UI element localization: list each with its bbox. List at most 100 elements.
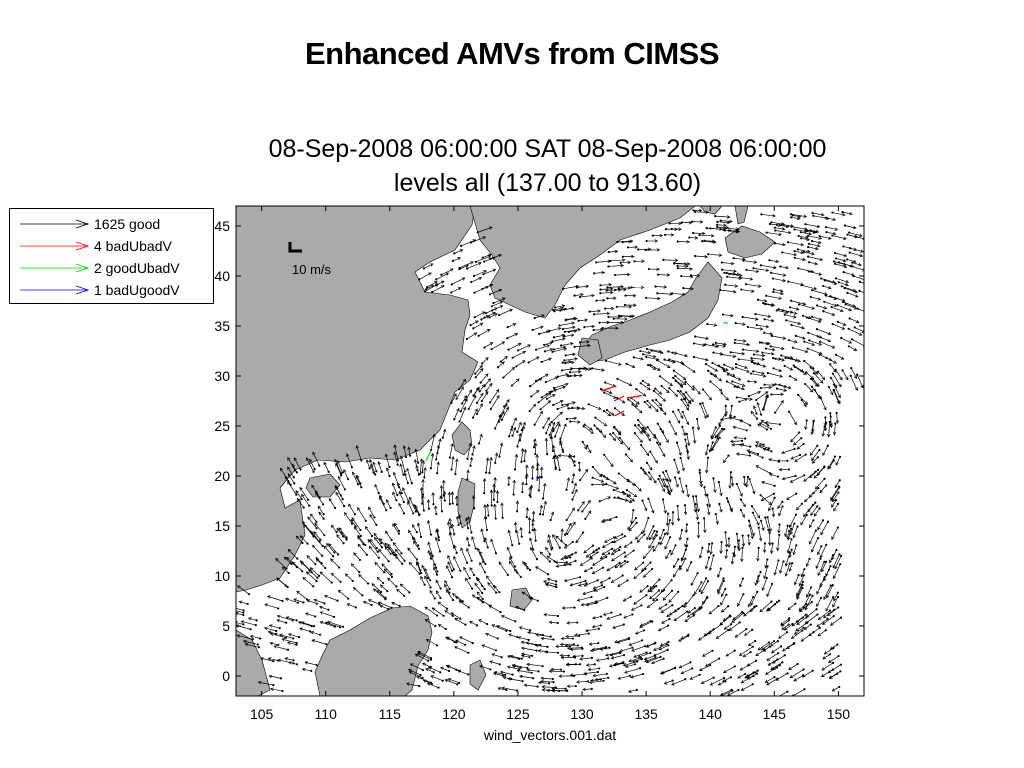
wind-vector: [374, 484, 380, 494]
wind-vector: [331, 524, 337, 533]
wind-vector-head: [761, 480, 765, 485]
wind-vector-origin: [339, 494, 342, 497]
wind-vector: [626, 363, 635, 368]
wind-vector: [535, 373, 549, 382]
wind-vector: [371, 583, 382, 593]
wind-vector: [808, 271, 822, 275]
wind-vector-origin: [429, 658, 433, 661]
wind-vector-origin: [418, 685, 421, 688]
wind-vector-origin: [645, 651, 648, 654]
wind-vector-origin: [339, 580, 342, 583]
land-borneo: [314, 605, 433, 696]
wind-vector: [794, 250, 804, 254]
wind-vector: [436, 529, 440, 541]
wind-vector-origin: [767, 641, 771, 644]
wind-vector: [821, 561, 827, 572]
wind-vector-origin: [766, 558, 769, 561]
wind-vector-head: [718, 378, 723, 382]
wind-vector: [764, 384, 775, 386]
wind-vector: [693, 356, 709, 361]
wind-vector-origin: [657, 542, 661, 545]
wind-vector: [778, 524, 780, 533]
wind-vector: [743, 349, 759, 352]
wind-vector: [829, 670, 841, 679]
wind-vector: [565, 317, 576, 320]
wind-vector: [843, 271, 855, 276]
wind-vector-origin: [429, 533, 433, 536]
wind-vector: [467, 470, 469, 480]
wind-vector-origin: [851, 261, 854, 264]
wind-vector-origin: [668, 387, 671, 390]
wind-vector-head: [514, 453, 519, 458]
wind-vector-head: [787, 230, 792, 235]
wind-vector: [753, 354, 765, 357]
wind-vector: [695, 211, 709, 213]
wind-vector-origin: [548, 433, 551, 436]
wind-vector-head: [854, 290, 859, 294]
wind-vector: [601, 519, 611, 523]
wind-vector-origin: [655, 398, 658, 401]
wind-vector-head: [319, 571, 324, 575]
wind-vector-origin: [742, 593, 745, 596]
wind-vector-head: [307, 516, 311, 520]
wind-vector: [647, 400, 659, 412]
wind-vector-head: [660, 609, 665, 613]
wind-vector-origin: [458, 266, 461, 269]
wind-vector: [628, 522, 637, 532]
wind-vector-head: [619, 649, 623, 653]
wind-vector-head: [522, 560, 526, 565]
wind-vector: [579, 341, 590, 343]
wind-vector: [773, 368, 782, 372]
wind-vector-origin: [820, 545, 823, 548]
wind-vector-origin: [666, 512, 670, 515]
wind-vector: [607, 286, 624, 288]
wind-vector: [553, 334, 565, 338]
wind-vector: [547, 327, 561, 332]
wind-vector-head: [768, 458, 772, 462]
wind-vector-origin: [597, 547, 601, 550]
wind-vector-head: [817, 616, 822, 620]
wind-vector-origin: [375, 470, 378, 473]
wind-vector-origin: [481, 256, 484, 259]
wind-vector: [512, 350, 526, 359]
wind-vector-origin: [295, 641, 298, 645]
wind-vector-origin: [593, 663, 596, 666]
wind-vector-head: [565, 404, 570, 408]
wind-vector: [358, 574, 369, 584]
wind-vector: [540, 400, 551, 410]
wind-vector: [705, 658, 720, 667]
wind-vector-origin: [319, 538, 322, 541]
wind-vector: [554, 423, 561, 437]
x-tick-label: 120: [442, 706, 466, 722]
wind-vector-head: [817, 394, 821, 399]
wind-vector-origin: [741, 348, 745, 351]
wind-vector-head: [827, 285, 832, 290]
wind-vector-head: [619, 441, 624, 445]
wind-vector: [834, 555, 842, 570]
wind-vector-head: [287, 473, 292, 477]
wind-vector: [791, 300, 806, 305]
wind-vector-head: [795, 619, 800, 623]
wind-vector: [721, 392, 729, 401]
wind-vector: [400, 583, 410, 593]
wind-vector-head: [643, 426, 647, 431]
wind-vector-head: [480, 368, 484, 372]
wind-vector-origin: [732, 257, 735, 260]
wind-vector: [683, 287, 694, 290]
wind-vector-origin: [605, 482, 608, 486]
wind-vector: [674, 263, 687, 265]
wind-vector: [765, 676, 775, 683]
wind-vector-origin: [400, 491, 403, 495]
wind-vector: [786, 530, 790, 539]
wind-vector: [542, 501, 547, 515]
wind-vector: [297, 498, 304, 508]
wind-vector-origin: [475, 624, 479, 627]
wind-vector-origin: [764, 516, 767, 519]
wind-vector-origin: [558, 546, 561, 549]
wind-vector-origin: [476, 231, 479, 234]
wind-vector-origin: [494, 461, 497, 464]
wind-vector: [301, 621, 315, 627]
wind-vector-origin: [752, 353, 756, 356]
wind-vector-origin: [785, 319, 788, 322]
wind-vector-origin: [667, 640, 670, 644]
